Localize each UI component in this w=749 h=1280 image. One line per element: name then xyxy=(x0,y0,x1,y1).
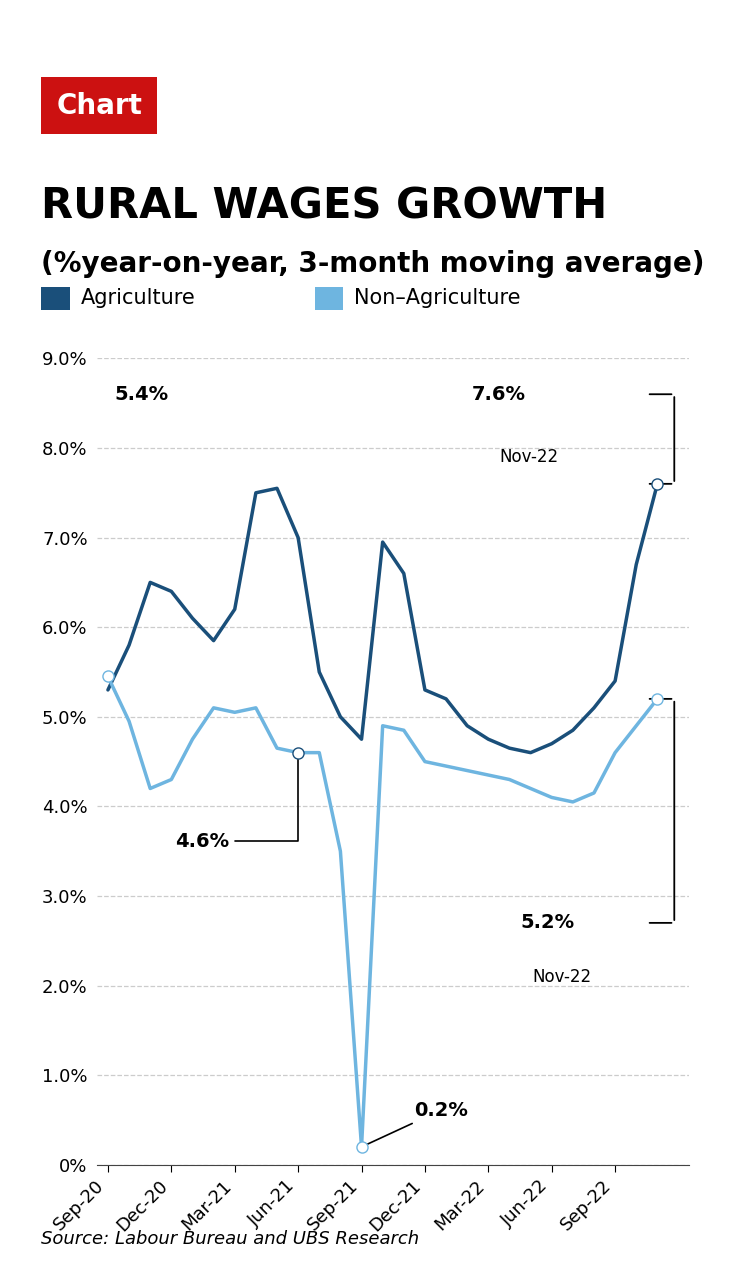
Text: Agriculture: Agriculture xyxy=(81,288,195,308)
Text: Source: Labour Bureau and UBS Research: Source: Labour Bureau and UBS Research xyxy=(41,1230,419,1248)
Text: Nov-22: Nov-22 xyxy=(533,968,592,986)
Text: 4.6%: 4.6% xyxy=(175,755,298,851)
Text: Non–Agriculture: Non–Agriculture xyxy=(354,288,521,308)
Text: RURAL WAGES GROWTH: RURAL WAGES GROWTH xyxy=(41,186,607,228)
Text: 0.2%: 0.2% xyxy=(364,1101,468,1146)
Text: (%year-on-year, 3-month moving average): (%year-on-year, 3-month moving average) xyxy=(41,250,705,278)
Text: 7.6%: 7.6% xyxy=(471,385,525,403)
Text: Chart: Chart xyxy=(56,92,142,119)
Text: 5.2%: 5.2% xyxy=(520,914,574,932)
Text: 5.4%: 5.4% xyxy=(115,385,169,403)
Text: Nov-22: Nov-22 xyxy=(499,448,558,466)
